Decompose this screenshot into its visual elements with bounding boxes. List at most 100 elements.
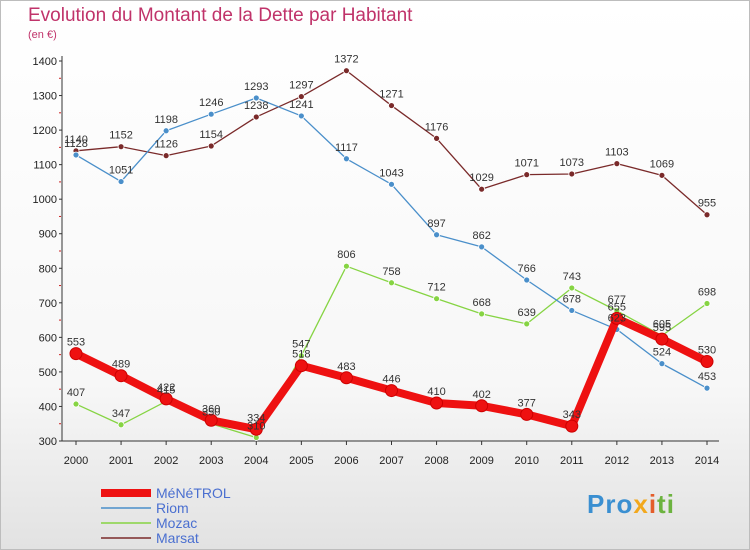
data-point — [207, 142, 215, 150]
data-point — [117, 421, 125, 429]
data-label: 1128 — [64, 138, 88, 150]
x-tick-label: 2008 — [424, 455, 448, 467]
data-label: 334 — [247, 412, 265, 424]
data-point — [478, 243, 486, 251]
data-point — [252, 94, 260, 102]
data-label: 605 — [653, 319, 671, 331]
x-tick-label: 2013 — [650, 455, 674, 467]
data-point — [475, 399, 489, 413]
data-label: 489 — [112, 359, 130, 371]
x-tick-label: 2002 — [154, 455, 178, 467]
legend-label: Mozac — [156, 515, 197, 531]
data-label: 1372 — [334, 54, 358, 66]
y-tick-label: 900 — [39, 229, 57, 241]
data-point — [69, 347, 83, 361]
data-label: 1043 — [379, 167, 403, 179]
data-point — [703, 300, 711, 307]
y-tick-label: 400 — [39, 401, 57, 413]
data-label: 1152 — [109, 130, 133, 142]
data-point — [72, 400, 80, 408]
data-label: 698 — [698, 287, 716, 299]
data-label: 1071 — [514, 158, 538, 170]
y-tick-label: 1100 — [33, 160, 57, 172]
y-tick-label: 1200 — [33, 125, 57, 137]
data-label: 553 — [67, 337, 85, 349]
data-label: 712 — [427, 282, 445, 294]
data-point — [523, 320, 531, 328]
chart-title: Evolution du Montant de la Dette par Hab… — [28, 5, 413, 26]
data-point — [655, 332, 669, 346]
data-point — [294, 359, 308, 373]
data-label: 1271 — [379, 89, 403, 101]
data-point — [388, 102, 395, 109]
x-tick-label: 2005 — [289, 455, 313, 467]
data-point — [207, 110, 215, 118]
y-tick-label: 1300 — [33, 91, 57, 103]
data-label: 347 — [112, 408, 130, 420]
data-point — [703, 211, 711, 219]
data-point — [249, 422, 263, 436]
x-tick-label: 2006 — [334, 455, 358, 467]
data-point — [703, 384, 711, 392]
data-label: 453 — [698, 371, 716, 383]
data-point — [613, 160, 621, 168]
data-label: 595 — [653, 322, 671, 334]
data-point — [114, 369, 128, 383]
data-label: 1297 — [289, 80, 313, 92]
data-point — [339, 371, 353, 385]
y-tick-label: 800 — [39, 263, 57, 275]
data-label: 806 — [337, 249, 355, 261]
y-tick-label: 500 — [39, 367, 57, 379]
data-point — [252, 113, 260, 121]
data-label: 655 — [608, 301, 626, 313]
data-label: 758 — [382, 266, 400, 278]
data-point — [72, 151, 80, 159]
data-point — [297, 352, 305, 360]
data-label: 1238 — [244, 100, 268, 112]
data-point — [523, 276, 531, 284]
data-label: 677 — [608, 294, 626, 306]
data-label: 402 — [472, 389, 490, 401]
legend-label: Riom — [156, 500, 189, 516]
data-label: 623 — [608, 312, 626, 324]
data-label: 446 — [382, 374, 400, 386]
data-point — [162, 127, 170, 135]
data-point — [117, 143, 125, 151]
data-point — [568, 307, 576, 314]
data-label: 1140 — [64, 134, 88, 146]
data-label: 1073 — [560, 157, 584, 169]
legend-label: Marsat — [156, 530, 199, 546]
data-label: 678 — [563, 293, 581, 305]
data-point — [568, 284, 576, 292]
data-label: 1176 — [425, 121, 449, 133]
data-label: 483 — [337, 361, 355, 373]
legend-label: MéNéTROL — [156, 485, 231, 501]
data-label: 310 — [247, 421, 265, 433]
y-tick-label: 600 — [39, 332, 57, 344]
data-point — [478, 310, 486, 318]
data-label: 1246 — [199, 97, 223, 109]
y-tick-label: 700 — [39, 298, 57, 310]
data-point — [162, 152, 170, 160]
data-point — [658, 360, 666, 368]
data-point — [388, 180, 395, 188]
x-tick-label: 2000 — [64, 455, 88, 467]
data-point — [297, 93, 305, 100]
data-point — [204, 413, 218, 427]
data-label: 377 — [518, 397, 536, 409]
data-label: 1154 — [199, 129, 223, 141]
y-tick-label: 1000 — [33, 194, 57, 206]
x-tick-label: 2007 — [379, 455, 403, 467]
data-label: 530 — [698, 345, 716, 357]
data-point — [433, 134, 440, 142]
data-label: 343 — [563, 409, 581, 421]
x-tick-label: 2009 — [469, 455, 493, 467]
data-point — [523, 171, 531, 179]
data-label: 1069 — [650, 158, 674, 170]
data-label: 524 — [653, 347, 671, 359]
x-tick-label: 2014 — [695, 455, 719, 467]
data-label: 1029 — [469, 172, 493, 184]
data-point — [117, 178, 125, 185]
